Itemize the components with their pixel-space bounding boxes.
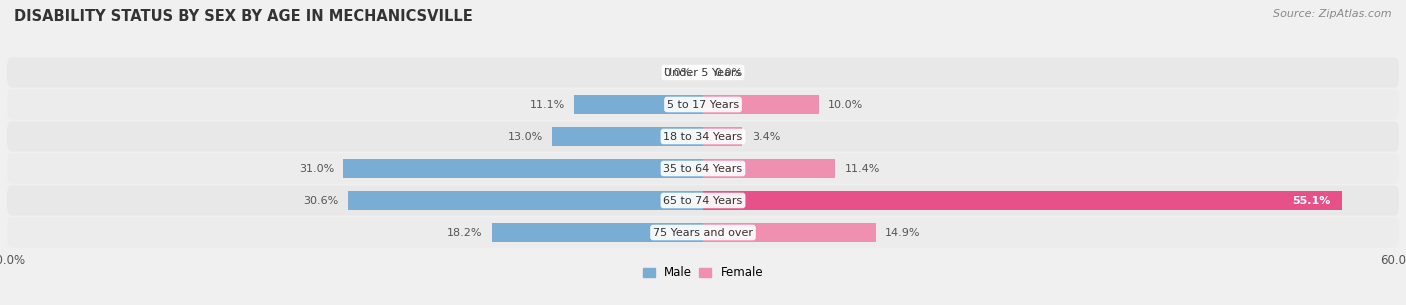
Text: Source: ZipAtlas.com: Source: ZipAtlas.com: [1274, 9, 1392, 19]
FancyBboxPatch shape: [7, 121, 1399, 152]
Bar: [703, 159, 835, 178]
Text: 14.9%: 14.9%: [886, 228, 921, 238]
Bar: [343, 159, 703, 178]
Text: 35 to 64 Years: 35 to 64 Years: [664, 163, 742, 174]
Text: 3.4%: 3.4%: [752, 131, 780, 142]
Text: 0.0%: 0.0%: [714, 67, 742, 77]
Text: 5 to 17 Years: 5 to 17 Years: [666, 99, 740, 109]
Bar: [574, 95, 703, 114]
Bar: [492, 223, 703, 242]
Text: Under 5 Years: Under 5 Years: [665, 67, 741, 77]
Bar: [703, 127, 742, 146]
Text: 0.0%: 0.0%: [664, 67, 692, 77]
Bar: [703, 95, 818, 114]
FancyBboxPatch shape: [7, 89, 1399, 120]
FancyBboxPatch shape: [7, 57, 1399, 88]
Text: 13.0%: 13.0%: [508, 131, 543, 142]
FancyBboxPatch shape: [7, 153, 1399, 184]
FancyBboxPatch shape: [7, 217, 1399, 248]
Text: 18.2%: 18.2%: [447, 228, 482, 238]
Text: 75 Years and over: 75 Years and over: [652, 228, 754, 238]
Bar: [703, 223, 876, 242]
Text: 11.4%: 11.4%: [845, 163, 880, 174]
Bar: [703, 191, 1343, 210]
Legend: Male, Female: Male, Female: [643, 266, 763, 279]
Text: 11.1%: 11.1%: [530, 99, 565, 109]
Bar: [349, 191, 703, 210]
FancyBboxPatch shape: [7, 185, 1399, 216]
Text: 18 to 34 Years: 18 to 34 Years: [664, 131, 742, 142]
Bar: [553, 127, 703, 146]
Text: 65 to 74 Years: 65 to 74 Years: [664, 196, 742, 206]
Text: DISABILITY STATUS BY SEX BY AGE IN MECHANICSVILLE: DISABILITY STATUS BY SEX BY AGE IN MECHA…: [14, 9, 472, 24]
Text: 10.0%: 10.0%: [828, 99, 863, 109]
Text: 31.0%: 31.0%: [299, 163, 335, 174]
Bar: [703, 191, 1343, 210]
Text: 30.6%: 30.6%: [304, 196, 339, 206]
Text: 55.1%: 55.1%: [1292, 196, 1330, 206]
